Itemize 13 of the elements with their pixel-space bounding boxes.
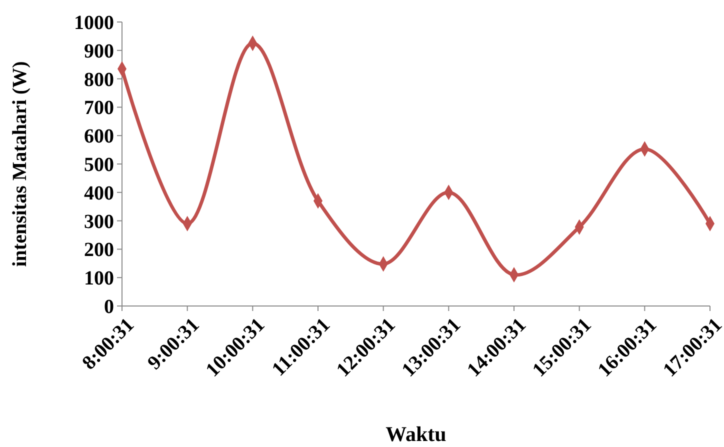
y-tick-label: 200: [84, 239, 114, 262]
y-axis-title: intensitas Matahari (W): [9, 61, 31, 267]
y-tick-label: 900: [84, 40, 114, 62]
y-tick-label: 300: [84, 210, 114, 233]
y-tick-label: 0: [104, 296, 114, 318]
y-tick-label: 400: [84, 182, 114, 204]
x-axis-title: Waktu: [386, 422, 447, 446]
y-tick-label: 700: [84, 97, 114, 120]
y-tick-label: 100: [84, 268, 114, 290]
y-tick-label: 800: [84, 68, 114, 91]
y-tick-label: 600: [84, 126, 114, 148]
y-tick-label: 500: [84, 154, 114, 176]
y-tick-label: 1000: [74, 12, 114, 34]
